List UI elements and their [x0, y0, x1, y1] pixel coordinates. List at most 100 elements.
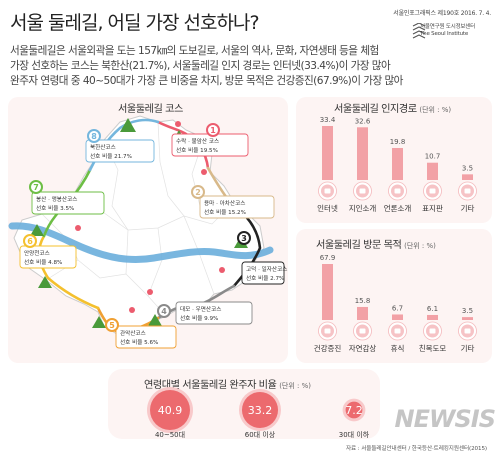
purpose-bar-chart: 67.9 건강증진 15.8 자연감상 6.7 휴식 6.1 친목도모 3.5 기타 — [314, 254, 477, 353]
age-bubble-chart: 40.9 40~50대 33.2 60대 이상 7.2 30대 이하 — [147, 387, 370, 438]
purpose-category-label: 친목도모 — [419, 343, 447, 353]
purpose-bar — [357, 306, 368, 320]
course-number-marker — [105, 318, 119, 332]
awareness-chart-title: 서울둘레길 인지경로 (단위 : %) — [334, 100, 451, 115]
pin-icon — [219, 267, 225, 273]
course-preference: 선호 비율 2.7% — [246, 274, 284, 282]
course-number: 3 — [241, 234, 247, 243]
awareness-bar — [392, 147, 403, 180]
awareness-category-label: 지인소개 — [349, 203, 377, 213]
course-label-box — [115, 325, 177, 349]
course-number: 2 — [195, 188, 201, 197]
awareness-category-icon — [353, 181, 372, 201]
course-preference: 선호 비율 21.7% — [90, 152, 132, 160]
purpose-value-label: 15.8 — [355, 297, 371, 305]
pin-icon — [147, 289, 153, 295]
map-panel-title: 서울둘레길 코스 — [118, 104, 183, 115]
purpose-bar-group: 3.5 기타 — [458, 307, 477, 353]
awareness-bar — [357, 127, 368, 180]
age-bubble-group: 33.2 60대 이상 — [238, 388, 282, 438]
age-bubble — [241, 391, 279, 429]
awareness-category-icon — [423, 181, 442, 201]
publication-info: 서울인포그래픽스 제190호 2016. 7. 4. — [393, 10, 491, 17]
awareness-bar-chart: 33.4 인터넷 32.6 지인소개 19.8 언론소개 10.7 표지판 3.5 기타 — [317, 116, 477, 213]
purpose-value-label: 6.1 — [427, 305, 438, 313]
pin-icon — [175, 121, 181, 127]
course-number: 1 — [210, 126, 216, 135]
awareness-bar-group: 19.8 언론소개 — [384, 138, 412, 213]
purpose-category-label: 기타 — [461, 344, 475, 353]
purpose-chart-title-text: 서울둘레길 방문 목적 — [316, 240, 402, 251]
course-name: 용마 · 아차산코스 — [204, 199, 245, 207]
age-bubble-group: 7.2 30대 이하 — [339, 398, 370, 438]
summary-line: 완주자 연령대 중 40~50대가 가장 큰 비중을 차지, 방문 목적은 건강… — [10, 75, 403, 87]
course-number-marker — [157, 304, 171, 318]
awareness-bar — [462, 174, 473, 180]
course-name: 안양천코스 — [24, 249, 50, 257]
awareness-bar — [322, 126, 333, 180]
summary-line: 가장 선호하는 코스는 북한산(21.7%), 서울둘레길 인지 경로는 인터넷… — [10, 60, 391, 72]
summary-line: 서울둘레길은 서울외곽을 도는 157㎞의 도보길로, 서울의 역사, 문화, … — [10, 45, 379, 57]
pin-icon — [129, 307, 135, 313]
age-chart-title: 연령대별 서울둘레길 완주자 비율 (단위 : %) — [144, 376, 311, 391]
course-label-box — [175, 301, 253, 325]
course-number-marker — [87, 129, 101, 143]
purpose-bar — [322, 264, 333, 320]
awareness-bar — [427, 162, 438, 180]
course-name: 고덕 · 일자산코스 — [246, 265, 287, 273]
awareness-value-label: 32.6 — [355, 117, 371, 125]
purpose-bar — [462, 317, 473, 320]
purpose-bar-group: 6.1 친목도모 — [419, 305, 447, 353]
mountain-icon — [148, 314, 162, 326]
course-name: 봉산 · 앵봉산코스 — [36, 195, 77, 203]
institute-logo-icon — [412, 23, 426, 39]
course-name: 수락 · 불암산 코스 — [176, 137, 219, 145]
age-value-label: 7.2 — [345, 404, 363, 417]
age-chart-title-text: 연령대별 서울둘레길 완주자 비율 — [144, 380, 277, 391]
course-number-marker — [191, 185, 205, 199]
age-bubble — [345, 401, 363, 419]
age-category-label: 60대 이상 — [245, 430, 276, 438]
purpose-category-icon — [458, 321, 477, 341]
mountain-icon — [38, 276, 52, 288]
course-label-box — [85, 139, 155, 163]
course-preference: 선호 비율 3.5% — [36, 204, 74, 212]
course-name: 관악산코스 — [120, 329, 146, 337]
course-name: 북한산코스 — [90, 143, 116, 151]
course-preference: 선호 비율 9.9% — [180, 314, 218, 322]
awareness-chart-title-text: 서울둘레길 인지경로 — [334, 104, 417, 115]
purpose-category-icon — [318, 321, 337, 341]
source-note: 자료 : 서울둘레길안내센터 / 한국등산·트레킹지원센터(2015) — [346, 446, 487, 452]
awareness-category-icon — [318, 181, 337, 201]
course-label-box — [199, 195, 275, 219]
age-bubble — [150, 390, 190, 430]
course-preference: 선호 비율 4.8% — [24, 258, 62, 266]
course-number: 4 — [161, 307, 167, 316]
purpose-category-icon — [353, 321, 372, 341]
awareness-category-label: 기타 — [461, 204, 475, 213]
course-name: 대모 · 우면산코스 — [180, 305, 221, 313]
awareness-value-label: 10.7 — [425, 153, 441, 161]
awareness-category-icon — [388, 181, 407, 201]
age-chart-unit: (단위 : %) — [279, 382, 311, 390]
course-number: 5 — [109, 321, 115, 330]
summary-text: 서울둘레길은 서울외곽을 도는 157㎞의 도보길로, 서울의 역사, 문화, … — [10, 44, 440, 89]
course-number-marker — [206, 123, 220, 137]
awareness-value-label: 19.8 — [390, 138, 406, 146]
purpose-bar — [427, 314, 438, 320]
purpose-bar-group: 15.8 자연감상 — [349, 297, 377, 353]
course-label-box — [241, 261, 285, 285]
han-river — [8, 222, 274, 264]
pin-icon — [201, 169, 207, 175]
course-number-marker — [237, 231, 251, 245]
purpose-value-label: 67.9 — [320, 254, 336, 262]
purpose-bar — [392, 314, 403, 320]
mountain-icon — [30, 224, 44, 236]
institute-name-ko: 서울연구원 도시정보센터 — [420, 24, 476, 30]
